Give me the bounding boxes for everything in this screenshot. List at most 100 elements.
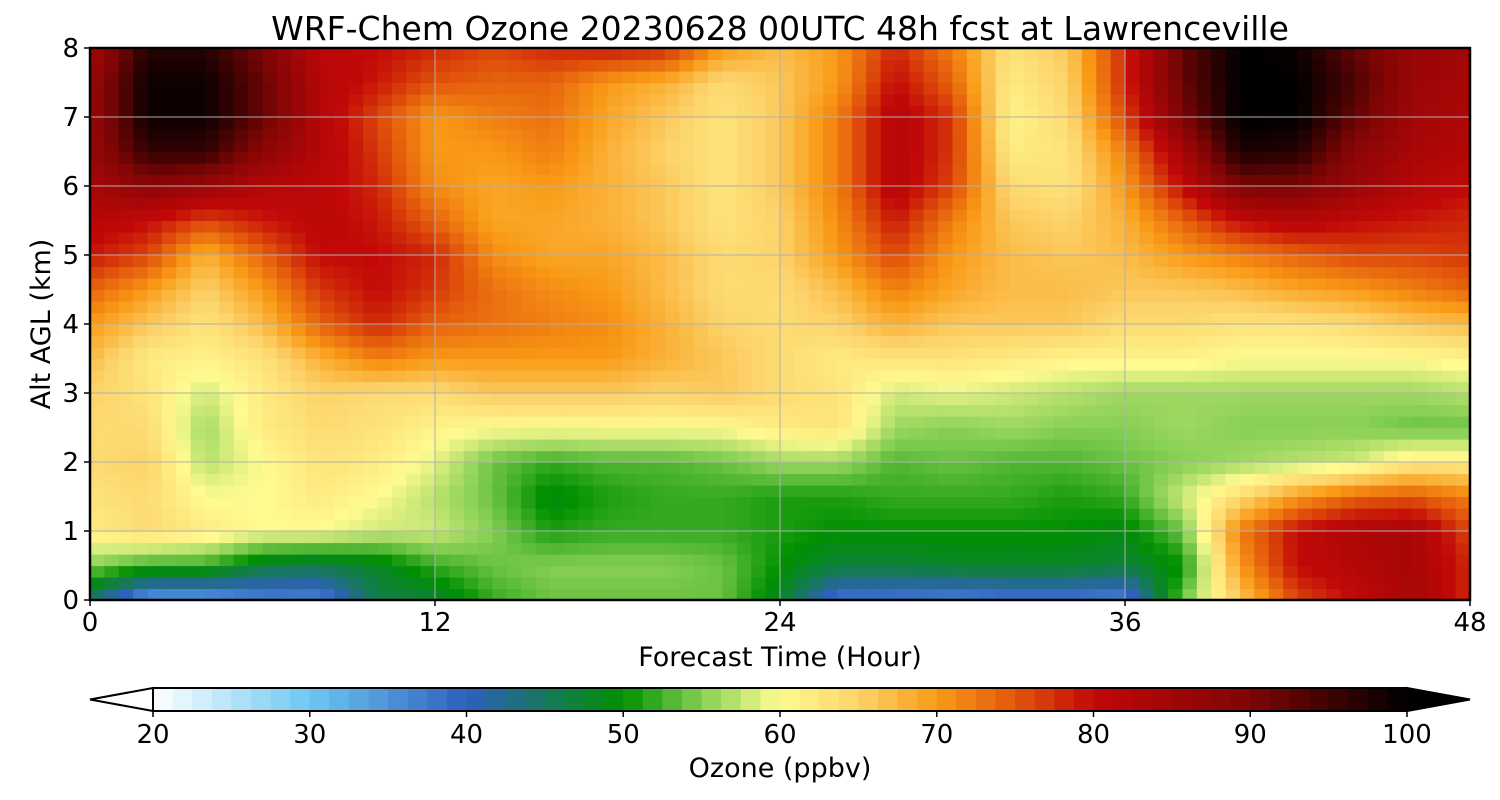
heatmap-cell bbox=[90, 335, 105, 348]
heatmap-cell bbox=[406, 531, 422, 544]
heatmap-cell bbox=[636, 335, 652, 348]
heatmap-cell bbox=[1153, 427, 1169, 440]
heatmap-cell bbox=[118, 243, 134, 256]
heatmap-cell bbox=[1412, 301, 1428, 314]
heatmap-cell bbox=[880, 370, 896, 383]
heatmap-cell bbox=[320, 278, 335, 291]
heatmap-cell bbox=[1441, 301, 1457, 314]
heatmap-cell bbox=[363, 232, 379, 245]
heatmap-cell bbox=[1311, 301, 1327, 314]
heatmap-cell bbox=[1110, 404, 1126, 417]
heatmap-cell bbox=[736, 266, 752, 279]
heatmap-cell bbox=[1139, 381, 1155, 394]
heatmap-cell bbox=[1283, 59, 1299, 72]
heatmap-cell bbox=[693, 312, 709, 325]
heatmap-cell bbox=[1010, 174, 1025, 187]
colorbar-segment bbox=[760, 688, 781, 711]
heatmap-cell bbox=[521, 393, 537, 406]
heatmap-cell bbox=[966, 48, 982, 61]
heatmap-cell bbox=[147, 312, 163, 325]
heatmap-cell bbox=[1211, 232, 1227, 245]
heatmap-cell bbox=[478, 577, 494, 590]
heatmap-cell bbox=[851, 232, 867, 245]
colorbar-tick-label: 100 bbox=[1382, 720, 1432, 750]
heatmap-cell bbox=[305, 473, 321, 486]
heatmap-cell bbox=[1268, 416, 1284, 429]
heatmap-cell bbox=[1355, 496, 1370, 509]
heatmap-cell bbox=[808, 324, 824, 337]
heatmap-cell bbox=[1240, 404, 1255, 417]
heatmap-cell bbox=[1024, 542, 1040, 555]
heatmap-cell bbox=[521, 289, 537, 302]
heatmap-cell bbox=[1196, 163, 1212, 176]
heatmap-cell bbox=[1383, 48, 1399, 61]
heatmap-cell bbox=[895, 255, 910, 268]
heatmap-cell bbox=[1211, 278, 1227, 291]
heatmap-cell bbox=[550, 565, 565, 578]
heatmap-cell bbox=[851, 151, 867, 164]
heatmap-cell bbox=[1297, 128, 1313, 141]
heatmap-cell bbox=[535, 473, 551, 486]
heatmap-cell bbox=[593, 542, 609, 555]
heatmap-cell bbox=[607, 220, 623, 233]
heatmap-cell bbox=[1139, 174, 1155, 187]
heatmap-cell bbox=[564, 312, 580, 325]
heatmap-cell bbox=[1225, 220, 1241, 233]
heatmap-cell bbox=[1326, 140, 1342, 153]
heatmap-cell bbox=[478, 450, 494, 463]
heatmap-cell bbox=[880, 381, 896, 394]
heatmap-cell bbox=[176, 128, 192, 141]
heatmap-cell bbox=[1383, 59, 1399, 72]
heatmap-cell bbox=[621, 393, 637, 406]
heatmap-cell bbox=[708, 232, 724, 245]
heatmap-cell bbox=[665, 301, 680, 314]
heatmap-cell bbox=[981, 140, 997, 153]
heatmap-cell bbox=[1211, 255, 1227, 268]
heatmap-cell bbox=[334, 163, 350, 176]
heatmap-cell bbox=[1139, 243, 1155, 256]
heatmap-cell bbox=[708, 519, 724, 532]
heatmap-cell bbox=[449, 450, 465, 463]
heatmap-cell bbox=[248, 496, 264, 509]
heatmap-cell bbox=[1355, 232, 1370, 245]
heatmap-cell bbox=[550, 473, 565, 486]
heatmap-cell bbox=[981, 174, 997, 187]
heatmap-cell bbox=[1168, 186, 1184, 199]
heatmap-cell bbox=[1010, 404, 1025, 417]
heatmap-cell bbox=[650, 565, 666, 578]
heatmap-cell bbox=[104, 94, 120, 107]
heatmap-cell bbox=[1168, 117, 1184, 130]
heatmap-cell bbox=[909, 565, 925, 578]
heatmap-cell bbox=[1196, 255, 1212, 268]
heatmap-cell bbox=[780, 565, 795, 578]
heatmap-cell bbox=[593, 117, 609, 130]
heatmap-cell bbox=[90, 117, 105, 130]
heatmap-cell bbox=[1168, 588, 1184, 601]
heatmap-cell bbox=[1081, 542, 1097, 555]
heatmap-cell bbox=[952, 347, 968, 360]
y-tick-label: 0 bbox=[62, 586, 79, 616]
heatmap-cell bbox=[1053, 335, 1069, 348]
heatmap-cell bbox=[1225, 278, 1241, 291]
heatmap-cell bbox=[880, 289, 896, 302]
heatmap-cell bbox=[564, 128, 580, 141]
heatmap-cell bbox=[205, 209, 220, 222]
heatmap-cell bbox=[1024, 588, 1040, 601]
heatmap-cell bbox=[895, 220, 910, 233]
heatmap-cell bbox=[636, 232, 652, 245]
heatmap-cell bbox=[1182, 197, 1198, 210]
heatmap-cell bbox=[248, 370, 264, 383]
heatmap-cell bbox=[248, 404, 264, 417]
heatmap-cell bbox=[693, 508, 709, 521]
heatmap-cell bbox=[291, 577, 307, 590]
heatmap-cell bbox=[1153, 174, 1169, 187]
heatmap-cell bbox=[1340, 151, 1356, 164]
heatmap-cell bbox=[593, 312, 609, 325]
heatmap-cell bbox=[1053, 462, 1069, 475]
heatmap-cell bbox=[550, 519, 565, 532]
heatmap-cell bbox=[449, 404, 465, 417]
heatmap-cell bbox=[377, 105, 393, 118]
heatmap-cell bbox=[636, 531, 652, 544]
heatmap-cell bbox=[794, 393, 810, 406]
heatmap-cell bbox=[1398, 117, 1414, 130]
